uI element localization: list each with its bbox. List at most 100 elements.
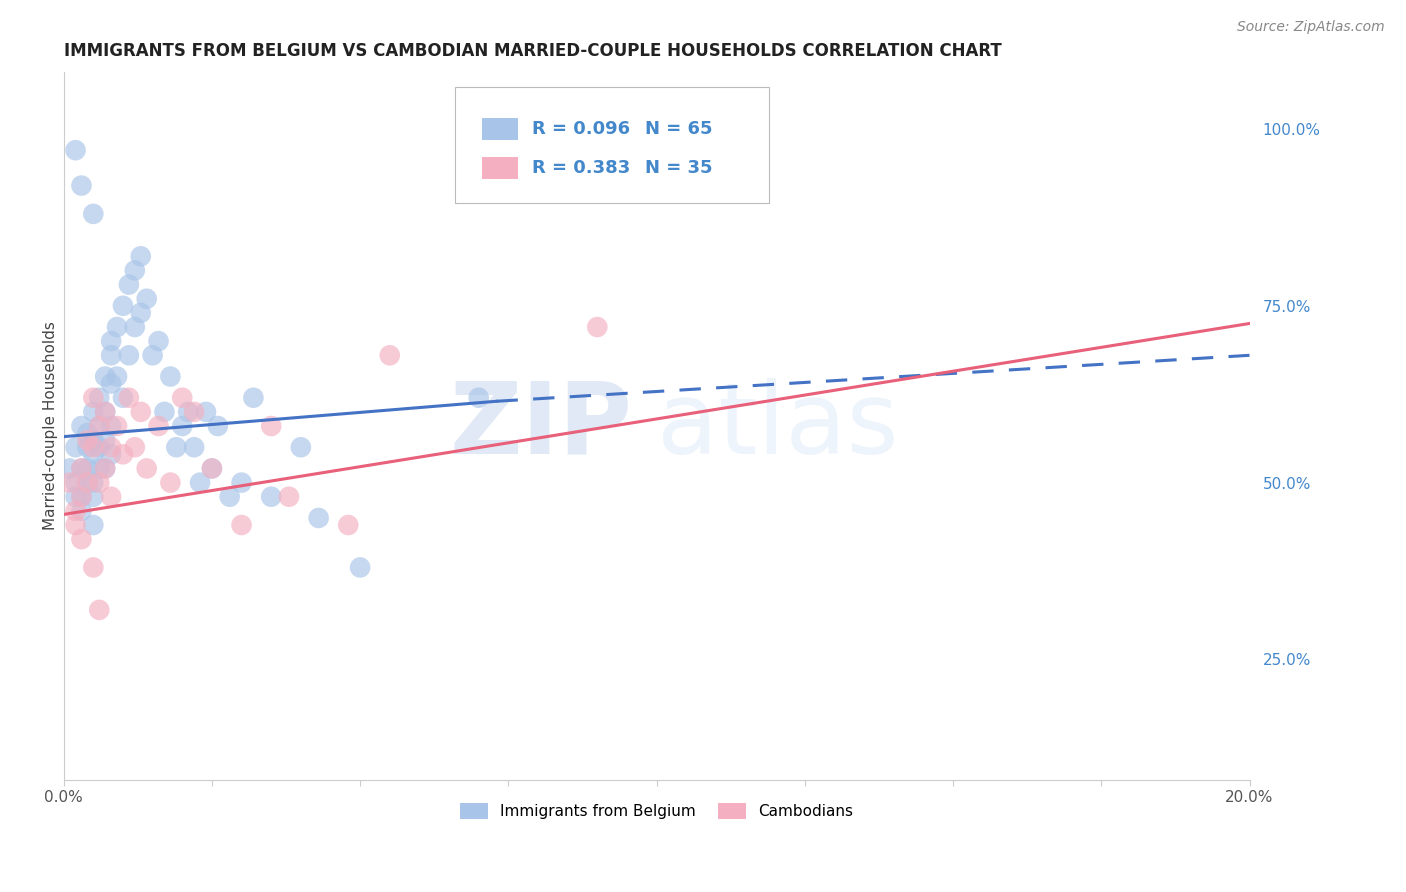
Point <box>118 277 141 292</box>
Point <box>82 447 104 461</box>
Point <box>111 299 134 313</box>
Point <box>76 426 98 441</box>
Point <box>201 461 224 475</box>
Point <box>59 461 82 475</box>
Point <box>124 263 146 277</box>
Point <box>100 376 122 391</box>
Y-axis label: Married-couple Households: Married-couple Households <box>44 322 58 531</box>
Point <box>94 433 117 447</box>
Point <box>308 511 330 525</box>
Point <box>70 461 93 475</box>
Point <box>165 440 187 454</box>
Point <box>82 560 104 574</box>
Point <box>242 391 264 405</box>
Point <box>153 405 176 419</box>
Point <box>231 518 253 533</box>
Point <box>94 405 117 419</box>
Point <box>89 419 111 434</box>
Point <box>290 440 312 454</box>
FancyBboxPatch shape <box>456 87 769 203</box>
Point <box>65 490 87 504</box>
Point <box>349 560 371 574</box>
Point <box>70 419 93 434</box>
Point <box>82 440 104 454</box>
Point <box>129 249 152 263</box>
Point <box>76 461 98 475</box>
Point <box>94 461 117 475</box>
Point <box>260 490 283 504</box>
Point <box>65 475 87 490</box>
Point <box>231 475 253 490</box>
Point <box>76 475 98 490</box>
Point <box>129 405 152 419</box>
Point <box>82 207 104 221</box>
Point <box>207 419 229 434</box>
Point <box>82 405 104 419</box>
Point <box>82 475 104 490</box>
Point <box>188 475 211 490</box>
Point <box>94 405 117 419</box>
Point <box>260 419 283 434</box>
Point <box>129 306 152 320</box>
Point <box>105 369 128 384</box>
Point <box>183 440 205 454</box>
Point <box>76 433 98 447</box>
Point <box>76 440 98 454</box>
Point <box>111 391 134 405</box>
Point <box>94 461 117 475</box>
Point <box>467 391 489 405</box>
Point <box>159 369 181 384</box>
Point <box>100 348 122 362</box>
Point <box>105 419 128 434</box>
Point <box>142 348 165 362</box>
Point <box>159 475 181 490</box>
Text: atlas: atlas <box>657 377 898 475</box>
Point <box>100 440 122 454</box>
Point <box>70 490 93 504</box>
Point <box>172 419 194 434</box>
Text: R = 0.096: R = 0.096 <box>531 120 630 138</box>
Point <box>135 292 157 306</box>
Point <box>65 518 87 533</box>
Point <box>82 490 104 504</box>
Point <box>82 518 104 533</box>
Point <box>70 490 93 504</box>
Point <box>183 405 205 419</box>
Point <box>100 447 122 461</box>
Point <box>124 320 146 334</box>
Text: ZIP: ZIP <box>450 377 633 475</box>
Point <box>177 405 200 419</box>
Point <box>59 475 82 490</box>
Point <box>89 419 111 434</box>
Point <box>100 490 122 504</box>
Point <box>82 391 104 405</box>
Point <box>89 391 111 405</box>
Text: Source: ZipAtlas.com: Source: ZipAtlas.com <box>1237 20 1385 34</box>
Text: IMMIGRANTS FROM BELGIUM VS CAMBODIAN MARRIED-COUPLE HOUSEHOLDS CORRELATION CHART: IMMIGRANTS FROM BELGIUM VS CAMBODIAN MAR… <box>63 42 1001 60</box>
Point <box>94 369 117 384</box>
Point <box>100 334 122 348</box>
Point <box>118 391 141 405</box>
Point <box>118 348 141 362</box>
Point <box>89 461 111 475</box>
Point <box>70 178 93 193</box>
Point <box>172 391 194 405</box>
Point <box>586 320 609 334</box>
Point <box>148 419 170 434</box>
Point <box>337 518 360 533</box>
Point <box>70 504 93 518</box>
Point <box>65 504 87 518</box>
Point <box>89 440 111 454</box>
Point <box>135 461 157 475</box>
Point <box>82 433 104 447</box>
Point <box>105 320 128 334</box>
Point <box>70 461 93 475</box>
Text: N = 35: N = 35 <box>645 159 713 177</box>
FancyBboxPatch shape <box>482 119 517 140</box>
Point <box>201 461 224 475</box>
Point <box>111 447 134 461</box>
Point <box>89 603 111 617</box>
Point <box>76 475 98 490</box>
Point <box>218 490 240 504</box>
Text: R = 0.383: R = 0.383 <box>531 159 630 177</box>
